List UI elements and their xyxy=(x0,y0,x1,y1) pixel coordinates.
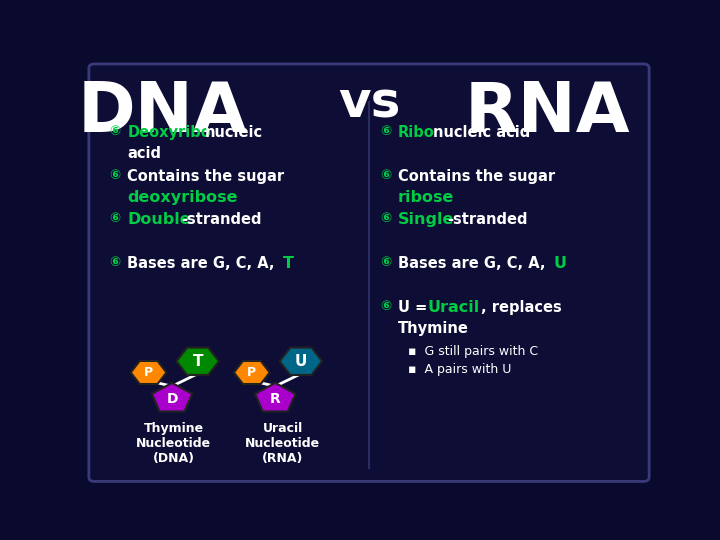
Text: ⑥: ⑥ xyxy=(109,125,121,138)
Text: Single: Single xyxy=(398,212,454,227)
Text: P: P xyxy=(144,366,153,379)
Text: nucleic acid: nucleic acid xyxy=(433,125,530,140)
Text: acid: acid xyxy=(127,146,161,161)
Text: Double: Double xyxy=(127,212,191,227)
Text: Bases are G, C, A,: Bases are G, C, A, xyxy=(127,256,280,271)
Text: Uracil: Uracil xyxy=(427,300,480,315)
Text: DNA: DNA xyxy=(78,79,248,146)
Text: ▪  A pairs with U: ▪ A pairs with U xyxy=(408,363,511,376)
Text: ⑥: ⑥ xyxy=(109,256,121,269)
Polygon shape xyxy=(152,383,192,411)
Polygon shape xyxy=(176,348,219,375)
FancyBboxPatch shape xyxy=(89,64,649,482)
Text: RNA: RNA xyxy=(465,79,630,146)
Text: U: U xyxy=(553,256,566,271)
Text: T: T xyxy=(192,354,203,369)
Text: ⑥: ⑥ xyxy=(109,212,121,225)
Text: T: T xyxy=(282,256,294,271)
Text: ⑥: ⑥ xyxy=(109,168,121,182)
Text: Contains the sugar: Contains the sugar xyxy=(398,168,555,184)
Text: D: D xyxy=(166,392,178,406)
Text: nucleic: nucleic xyxy=(204,125,263,140)
Text: P: P xyxy=(247,366,256,379)
Text: ⑥: ⑥ xyxy=(380,168,392,182)
Text: Deoxyribo: Deoxyribo xyxy=(127,125,211,140)
Text: , replaces: , replaces xyxy=(481,300,562,315)
Text: R: R xyxy=(270,392,281,406)
Text: vs: vs xyxy=(338,79,400,127)
Text: Uracil
Nucleotide
(RNA): Uracil Nucleotide (RNA) xyxy=(245,422,320,464)
Text: Contains the sugar: Contains the sugar xyxy=(127,168,284,184)
Text: Bases are G, C, A,: Bases are G, C, A, xyxy=(398,256,551,271)
Text: ribose: ribose xyxy=(398,190,454,205)
Text: -stranded: -stranded xyxy=(181,212,261,227)
Polygon shape xyxy=(255,383,295,411)
Text: Thymine
Nucleotide
(DNA): Thymine Nucleotide (DNA) xyxy=(136,422,211,464)
Text: -stranded: -stranded xyxy=(447,212,528,227)
Text: ▪  G still pairs with C: ▪ G still pairs with C xyxy=(408,346,538,359)
Text: U: U xyxy=(294,354,307,369)
Polygon shape xyxy=(280,348,322,375)
Text: Ribo: Ribo xyxy=(398,125,435,140)
Text: U =: U = xyxy=(398,300,433,315)
Text: ⑥: ⑥ xyxy=(380,125,392,138)
Text: ⑥: ⑥ xyxy=(380,300,392,313)
Polygon shape xyxy=(234,361,270,384)
Text: Thymine: Thymine xyxy=(398,321,469,335)
Text: ⑥: ⑥ xyxy=(380,212,392,225)
Text: ⑥: ⑥ xyxy=(380,256,392,269)
Text: deoxyribose: deoxyribose xyxy=(127,190,238,205)
Polygon shape xyxy=(131,361,166,384)
